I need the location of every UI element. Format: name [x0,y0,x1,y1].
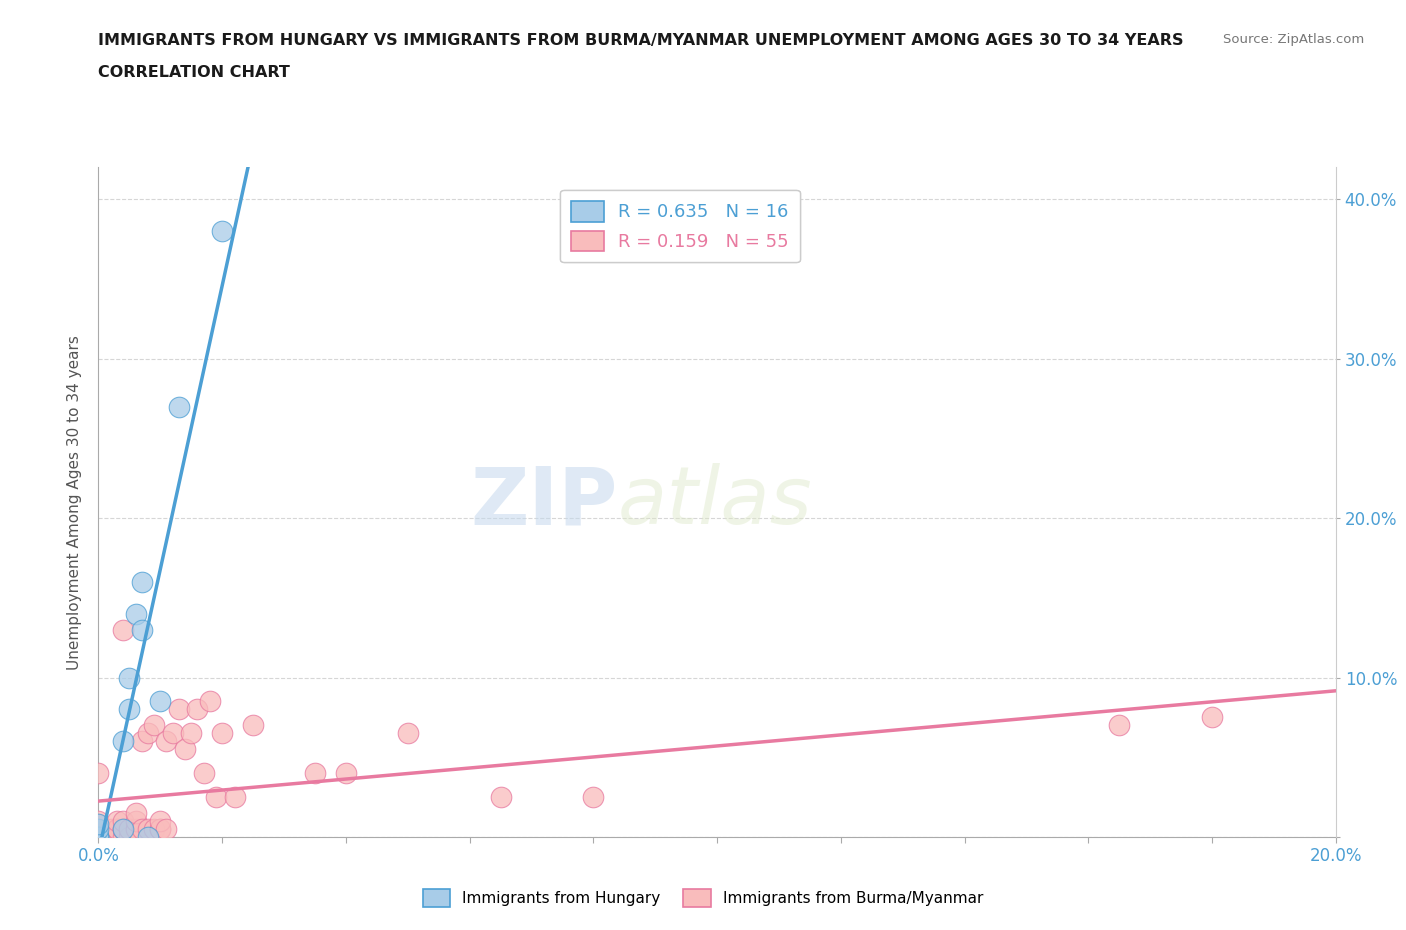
Point [87,821,110,836]
Point [105,814,128,829]
Point [304,765,326,780]
Point [112,622,135,637]
Point [87,830,110,844]
Point [149,814,172,829]
Point [155,734,177,749]
Point [149,694,172,709]
Point [87,830,110,844]
Legend: R = 0.635   N = 16, R = 0.159   N = 55: R = 0.635 N = 16, R = 0.159 N = 55 [561,190,800,262]
Point [582,790,605,804]
Point [205,790,228,804]
Point [242,718,264,733]
Point [131,622,153,637]
Point [112,814,135,829]
Point [87,821,110,836]
Point [1108,718,1130,733]
Point [100,830,122,844]
Point [87,830,110,844]
Point [87,817,110,831]
Point [118,671,141,685]
Text: Source: ZipAtlas.com: Source: ZipAtlas.com [1223,33,1364,46]
Point [136,830,159,844]
Point [87,830,110,844]
Point [118,702,141,717]
Point [118,821,141,836]
Point [112,821,135,836]
Text: atlas: atlas [619,463,813,541]
Point [124,821,146,836]
Point [87,830,110,844]
Point [136,726,159,741]
Point [100,821,122,836]
Point [131,575,153,590]
Point [180,726,202,741]
Point [198,694,221,709]
Legend: Immigrants from Hungary, Immigrants from Burma/Myanmar: Immigrants from Hungary, Immigrants from… [416,884,990,913]
Point [174,742,197,757]
Point [118,830,141,844]
Point [1201,710,1223,724]
Point [224,790,246,804]
Point [87,821,110,836]
Point [87,814,110,829]
Point [87,830,110,844]
Point [87,821,110,836]
Text: IMMIGRANTS FROM HUNGARY VS IMMIGRANTS FROM BURMA/MYANMAR UNEMPLOYMENT AMONG AGES: IMMIGRANTS FROM HUNGARY VS IMMIGRANTS FR… [98,33,1184,47]
Point [396,726,419,741]
Point [87,830,110,844]
Point [131,734,153,749]
Point [124,606,146,621]
Point [167,702,190,717]
Point [211,224,233,239]
Point [186,702,208,717]
Point [335,765,357,780]
Text: ZIP: ZIP [471,463,619,541]
Point [112,734,135,749]
Point [167,399,190,414]
Point [489,790,512,804]
Point [143,821,166,836]
Point [105,821,128,836]
Point [155,821,177,836]
Point [124,805,146,820]
Point [124,814,146,829]
Point [87,817,110,831]
Point [193,765,215,780]
Point [149,821,172,836]
Point [112,821,135,836]
Point [136,821,159,836]
Point [143,718,166,733]
Point [162,726,184,741]
Point [87,830,110,844]
Point [87,765,110,780]
Point [211,726,233,741]
Point [112,821,135,836]
Point [105,821,128,836]
Y-axis label: Unemployment Among Ages 30 to 34 years: Unemployment Among Ages 30 to 34 years [67,335,83,670]
Point [149,821,172,836]
Point [112,830,135,844]
Point [131,821,153,836]
Text: CORRELATION CHART: CORRELATION CHART [98,65,290,80]
